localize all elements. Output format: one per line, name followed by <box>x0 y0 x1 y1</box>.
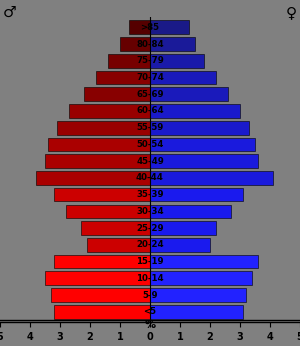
Bar <box>45 154 150 168</box>
Text: 60-64: 60-64 <box>136 107 164 116</box>
Bar <box>150 104 240 118</box>
Bar <box>150 288 246 302</box>
Text: 40-44: 40-44 <box>136 173 164 182</box>
Text: 35-39: 35-39 <box>136 190 164 199</box>
Bar <box>96 71 150 84</box>
Bar <box>36 171 150 185</box>
Bar <box>51 288 150 302</box>
Text: 30-34: 30-34 <box>136 207 164 216</box>
Bar <box>150 171 273 185</box>
Text: 25-29: 25-29 <box>136 224 164 233</box>
Bar <box>150 71 216 84</box>
Bar <box>150 138 255 151</box>
Bar <box>150 238 210 252</box>
Text: 5-9: 5-9 <box>142 291 158 300</box>
Bar <box>69 104 150 118</box>
Bar <box>150 37 195 51</box>
Text: 70-74: 70-74 <box>136 73 164 82</box>
Text: 55-59: 55-59 <box>136 123 164 132</box>
Text: <5: <5 <box>143 307 157 316</box>
Bar <box>120 37 150 51</box>
Bar <box>81 221 150 235</box>
Bar <box>150 271 252 285</box>
Text: %: % <box>144 320 156 330</box>
Text: >85: >85 <box>140 23 160 32</box>
Bar <box>54 188 150 201</box>
Bar <box>87 238 150 252</box>
Bar <box>57 121 150 135</box>
Bar <box>45 271 150 285</box>
Bar <box>48 138 150 151</box>
Bar <box>150 188 243 201</box>
Bar <box>150 20 189 34</box>
Bar <box>150 204 231 218</box>
Text: 15-19: 15-19 <box>136 257 164 266</box>
Bar <box>150 54 204 68</box>
Text: 10-14: 10-14 <box>136 274 164 283</box>
Text: ♀: ♀ <box>286 5 297 20</box>
Bar <box>84 88 150 101</box>
Bar <box>150 221 216 235</box>
Bar <box>150 255 258 268</box>
Text: 75-79: 75-79 <box>136 56 164 65</box>
Bar <box>150 154 258 168</box>
Text: 80-84: 80-84 <box>136 39 164 48</box>
Text: 65-69: 65-69 <box>136 90 164 99</box>
Bar <box>129 20 150 34</box>
Text: 45-49: 45-49 <box>136 157 164 166</box>
Bar <box>66 204 150 218</box>
Bar <box>150 305 243 319</box>
Text: 20-24: 20-24 <box>136 240 164 249</box>
Bar <box>150 121 249 135</box>
Bar <box>54 255 150 268</box>
Text: 50-54: 50-54 <box>136 140 164 149</box>
Bar <box>150 88 228 101</box>
Text: ♂: ♂ <box>3 5 16 20</box>
Bar <box>108 54 150 68</box>
Bar <box>54 305 150 319</box>
